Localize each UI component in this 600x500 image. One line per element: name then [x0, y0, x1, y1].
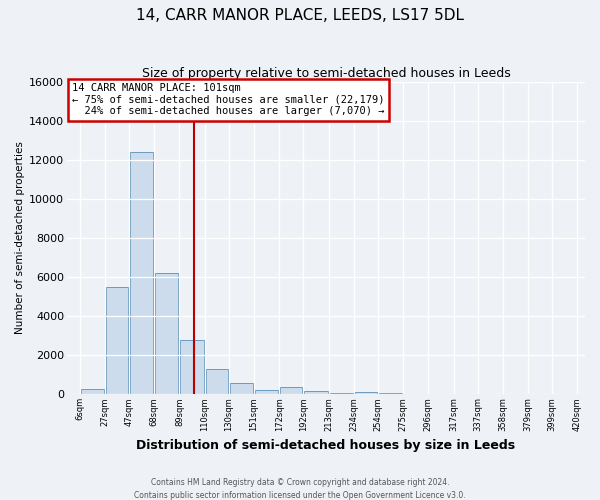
Bar	[329, 393, 353, 394]
Bar	[181, 340, 204, 394]
Bar	[230, 382, 253, 394]
Text: 14, CARR MANOR PLACE, LEEDS, LS17 5DL: 14, CARR MANOR PLACE, LEEDS, LS17 5DL	[136, 8, 464, 22]
Bar	[81, 388, 104, 394]
Bar	[280, 387, 302, 394]
Bar	[304, 392, 328, 394]
Bar	[206, 369, 228, 394]
Bar	[379, 393, 402, 394]
Bar	[255, 390, 278, 394]
Text: 14 CARR MANOR PLACE: 101sqm
← 75% of semi-detached houses are smaller (22,179)
 : 14 CARR MANOR PLACE: 101sqm ← 75% of sem…	[72, 83, 385, 116]
Y-axis label: Number of semi-detached properties: Number of semi-detached properties	[15, 142, 25, 334]
Text: Contains HM Land Registry data © Crown copyright and database right 2024.
Contai: Contains HM Land Registry data © Crown c…	[134, 478, 466, 500]
Title: Size of property relative to semi-detached houses in Leeds: Size of property relative to semi-detach…	[142, 68, 511, 80]
X-axis label: Distribution of semi-detached houses by size in Leeds: Distribution of semi-detached houses by …	[136, 440, 515, 452]
Bar	[155, 273, 178, 394]
Bar	[106, 287, 128, 395]
Bar	[355, 392, 377, 394]
Bar	[130, 152, 153, 394]
